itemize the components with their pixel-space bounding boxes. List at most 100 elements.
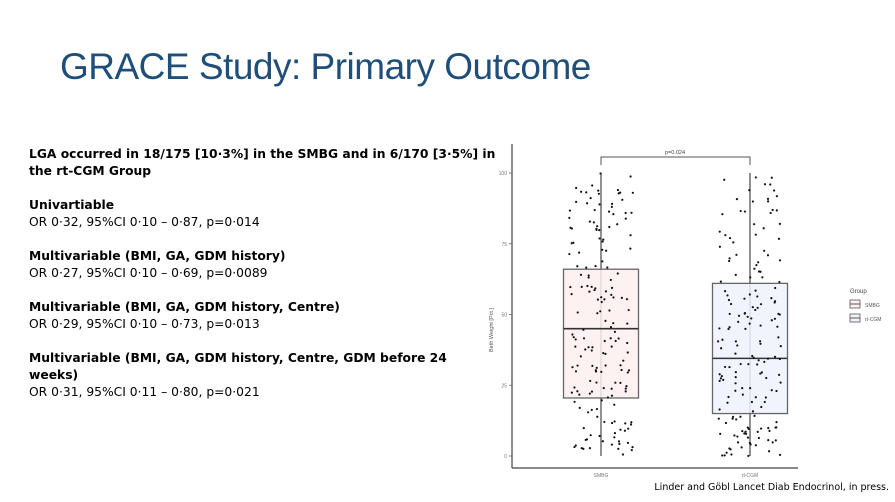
multivariable-3-paragraph: Multivariable (BMI, GA, GDM history, Cen…	[29, 350, 499, 401]
data-point-rtcgm	[751, 354, 754, 358]
data-point-rtcgm	[734, 382, 737, 385]
data-point-rtcgm	[718, 245, 721, 248]
data-point-smbg	[585, 202, 589, 205]
data-point-rtcgm	[753, 267, 756, 270]
data-point-smbg	[600, 370, 603, 373]
data-point-rtcgm	[723, 178, 726, 181]
data-point-smbg	[591, 184, 594, 187]
data-point-smbg	[596, 225, 599, 228]
data-point-smbg	[572, 336, 575, 339]
x-tick-label-rtcgm: rt-CGM	[742, 473, 758, 479]
data-point-rtcgm	[778, 280, 781, 284]
data-point-smbg	[613, 432, 617, 435]
data-point-rtcgm	[739, 362, 742, 366]
data-point-smbg	[626, 322, 629, 325]
data-point-rtcgm	[775, 209, 778, 212]
data-point-smbg	[596, 298, 599, 301]
data-point-smbg	[603, 420, 606, 424]
data-point-rtcgm	[718, 373, 721, 376]
data-point-rtcgm	[728, 447, 731, 450]
data-point-smbg	[593, 288, 596, 292]
lga-heading: LGA occurred in 18/175 [10·3%] in the SM…	[29, 147, 496, 178]
data-point-smbg	[603, 339, 606, 343]
data-point-smbg	[620, 368, 623, 372]
results-text: LGA occurred in 18/175 [10·3%] in the SM…	[29, 146, 499, 418]
data-point-smbg	[587, 276, 590, 279]
data-point-smbg	[627, 369, 631, 372]
data-point-smbg	[630, 421, 633, 424]
data-point-rtcgm	[747, 454, 750, 458]
data-point-smbg	[610, 205, 613, 208]
data-point-smbg	[630, 211, 633, 214]
data-point-smbg	[606, 266, 609, 269]
data-point-rtcgm	[759, 324, 762, 327]
data-point-rtcgm	[735, 253, 738, 256]
data-point-smbg	[589, 196, 592, 200]
y-axis-label: Birth Weight [Pct.]	[489, 308, 495, 352]
univariable-heading: Univartiable	[29, 198, 115, 212]
data-point-rtcgm	[748, 322, 751, 325]
data-point-smbg	[610, 345, 613, 348]
data-point-rtcgm	[778, 313, 781, 316]
data-point-rtcgm	[757, 436, 760, 440]
data-point-rtcgm	[759, 372, 762, 375]
data-point-smbg	[573, 386, 576, 389]
data-point-rtcgm	[772, 189, 776, 192]
data-point-rtcgm	[754, 176, 757, 179]
data-point-smbg	[595, 407, 599, 411]
data-point-smbg	[568, 252, 571, 256]
data-point-rtcgm	[756, 430, 759, 434]
data-point-rtcgm	[746, 315, 749, 318]
legend-title: Group	[850, 289, 867, 295]
data-point-smbg	[610, 286, 614, 290]
data-point-rtcgm	[754, 444, 757, 447]
data-point-smbg	[609, 278, 612, 282]
data-point-smbg	[588, 446, 592, 450]
data-point-smbg	[613, 330, 617, 333]
data-point-rtcgm	[739, 209, 742, 213]
data-point-smbg	[588, 220, 591, 223]
data-point-smbg	[619, 364, 622, 367]
data-point-smbg	[624, 217, 627, 220]
data-point-rtcgm	[720, 374, 723, 378]
data-point-rtcgm	[750, 317, 753, 320]
data-point-smbg	[616, 223, 619, 226]
data-point-rtcgm	[778, 222, 781, 225]
data-point-smbg	[597, 189, 600, 192]
data-point-rtcgm	[753, 414, 756, 417]
data-point-smbg	[595, 228, 598, 231]
data-point-smbg	[578, 393, 581, 396]
data-point-rtcgm	[741, 393, 744, 396]
data-point-smbg	[591, 364, 594, 367]
data-point-rtcgm	[749, 387, 752, 390]
data-point-rtcgm	[734, 352, 737, 355]
data-point-smbg	[582, 328, 585, 331]
data-point-rtcgm	[728, 312, 731, 316]
data-point-smbg	[587, 274, 590, 277]
data-point-smbg	[597, 192, 600, 195]
data-point-rtcgm	[751, 200, 754, 203]
data-point-smbg	[589, 434, 592, 437]
data-point-rtcgm	[721, 338, 724, 341]
data-point-rtcgm	[748, 293, 751, 296]
data-point-smbg	[625, 298, 629, 301]
data-point-rtcgm	[718, 327, 721, 330]
data-point-smbg	[599, 310, 602, 313]
y-tick-label: 100	[499, 171, 508, 177]
data-point-smbg	[590, 390, 594, 393]
data-point-smbg	[568, 216, 571, 219]
significance-bracket	[600, 156, 751, 165]
data-point-smbg	[610, 421, 614, 425]
y-tick-label: 75	[501, 242, 507, 248]
data-point-rtcgm	[757, 261, 760, 264]
data-point-smbg	[580, 447, 583, 450]
data-point-rtcgm	[734, 273, 737, 277]
data-point-rtcgm	[764, 396, 767, 399]
data-point-rtcgm	[743, 297, 746, 300]
data-point-smbg	[594, 370, 598, 373]
data-point-rtcgm	[760, 371, 764, 374]
data-point-rtcgm	[774, 426, 777, 429]
data-point-rtcgm	[728, 259, 731, 263]
data-point-smbg	[601, 260, 604, 263]
box-rtcgm	[711, 282, 789, 415]
